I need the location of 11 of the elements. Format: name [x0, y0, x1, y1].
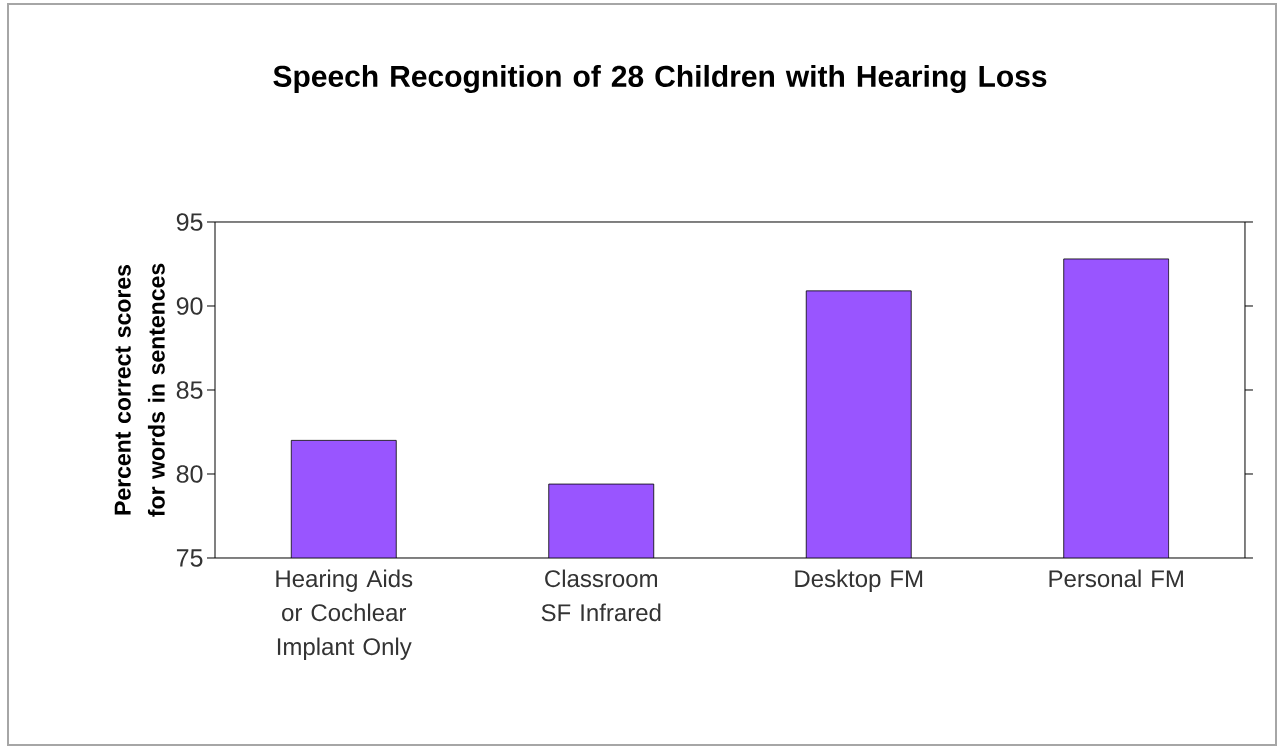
- x-tick-label: Personal FM: [1049, 569, 1183, 588]
- x-tick-label: Hearing Aids or Cochlear Implant Only: [276, 569, 413, 660]
- x-tick-label: Classroom SF Infrared: [541, 569, 661, 622]
- y-tick-label: 95: [176, 213, 203, 231]
- y-tick-label: 85: [176, 381, 203, 399]
- chart-title: Speech Recognition of 28 Children with Hearing Loss: [273, 64, 1047, 94]
- y-axis-title: Percent correct scores for words in sentences: [114, 263, 165, 517]
- y-tick-label: 80: [176, 465, 203, 483]
- x-tick-label: Desktop FM: [795, 569, 923, 592]
- y-tick-label: 90: [176, 297, 203, 315]
- y-tick-label: 75: [176, 549, 203, 567]
